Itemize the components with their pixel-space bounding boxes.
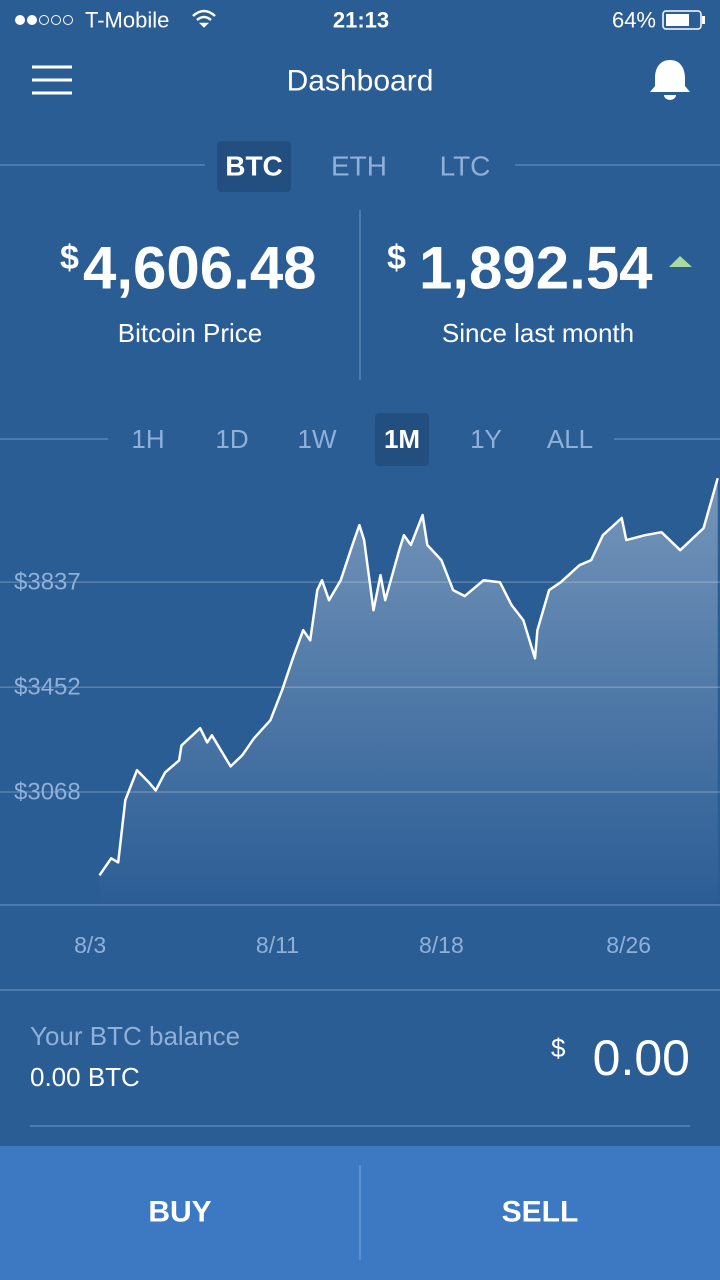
- y-tick-label: $3837: [14, 569, 81, 596]
- price-change: 1,892.54: [419, 235, 653, 302]
- range-tab[interactable]: 1H: [131, 424, 164, 454]
- wifi-icon: [192, 9, 216, 28]
- y-tick-label: $3452: [14, 674, 81, 701]
- signal: [15, 15, 73, 25]
- up-arrow: [669, 256, 692, 267]
- currency-tab[interactable]: ETH: [331, 151, 387, 182]
- price-area: [99, 478, 718, 905]
- x-tick-label: 8/11: [256, 932, 299, 958]
- range-tab[interactable]: 1Y: [470, 424, 502, 454]
- sell-button[interactable]: SELL: [502, 1196, 579, 1229]
- price-chart: $3068 $3452 $3837 8/3 8/11 8/18 8/26: [0, 477, 720, 958]
- currency-symbol: $: [387, 239, 406, 277]
- balance-usd: 0.00: [593, 1030, 690, 1086]
- range-tab[interactable]: 1W: [298, 424, 337, 454]
- price-label: Bitcoin Price: [118, 318, 263, 348]
- buy-button[interactable]: BUY: [148, 1196, 211, 1229]
- range-tab[interactable]: 1M: [384, 424, 420, 454]
- x-tick-label: 8/26: [606, 932, 651, 958]
- currency-symbol: $: [60, 239, 79, 277]
- bitcoin-price: 4,606.48: [83, 235, 317, 302]
- price-line: [98, 477, 719, 877]
- clock: 21:13: [333, 8, 389, 33]
- currency-tab[interactable]: BTC: [225, 151, 283, 182]
- menu-button[interactable]: [32, 65, 72, 95]
- range-tab[interactable]: 1D: [215, 424, 248, 454]
- range-highlight: [375, 413, 429, 466]
- notifications-button[interactable]: [650, 60, 690, 100]
- x-tick-label: 8/18: [419, 932, 464, 958]
- tab-highlight: [217, 141, 291, 192]
- header-title: Dashboard: [287, 65, 434, 98]
- currency-symbol: $: [551, 1033, 566, 1063]
- balance-btc: 0.00 BTC: [30, 1062, 140, 1092]
- battery-percent: 64%: [612, 8, 656, 33]
- carrier: T-Mobile: [85, 8, 169, 33]
- change-label: Since last month: [442, 318, 634, 348]
- y-tick-label: $3068: [14, 779, 81, 806]
- currency-tab[interactable]: LTC: [440, 151, 491, 182]
- balance-label: Your BTC balance: [30, 1021, 240, 1051]
- x-tick-label: 8/3: [74, 932, 106, 958]
- battery-icon: [662, 10, 705, 30]
- range-tab[interactable]: ALL: [547, 424, 593, 454]
